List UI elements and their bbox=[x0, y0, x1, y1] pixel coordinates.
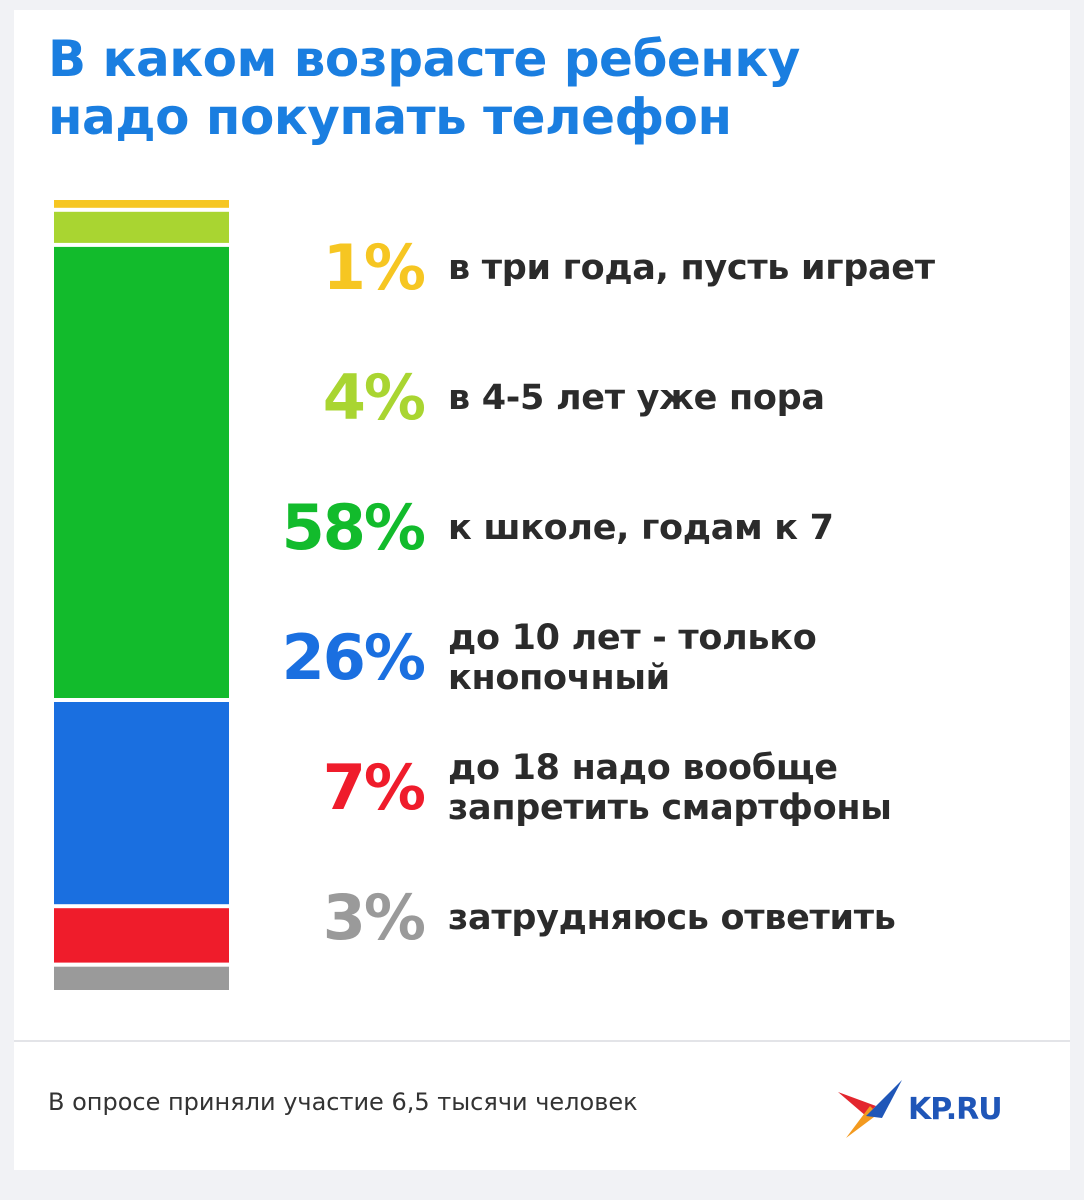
legend-row: 3% затрудняюсь ответить bbox=[244, 886, 1034, 950]
answer-label: до 18 надо вообще запретить смартфоны bbox=[448, 748, 892, 828]
legend-row: 26% до 10 лет - только кнопочный bbox=[244, 618, 1034, 698]
answer-label-line: в три года, пусть играет bbox=[448, 248, 935, 288]
answer-label: в 4-5 лет уже пора bbox=[448, 378, 825, 418]
percent-label: 58% bbox=[281, 491, 426, 564]
bar-segment-4 bbox=[54, 908, 229, 963]
bar-segment-3 bbox=[54, 702, 229, 905]
legend-row: 58% к школе, годам к 7 bbox=[244, 496, 1034, 560]
bar-segment-0 bbox=[54, 200, 229, 208]
title-line-2: надо покупать телефон bbox=[48, 88, 732, 146]
bar-segment-5 bbox=[54, 966, 229, 990]
logo-text: KP.RU bbox=[908, 1092, 1003, 1127]
answer-label-line: запретить смартфоны bbox=[448, 788, 892, 828]
percent-label: 26% bbox=[281, 621, 426, 694]
title-line-1: В каком возрасте ребенку bbox=[48, 30, 800, 88]
answer-label-line: кнопочный bbox=[448, 658, 670, 698]
answer-label-line: до 18 надо вообще bbox=[448, 748, 838, 788]
stacked-bar bbox=[54, 200, 229, 990]
answer-label: к школе, годам к 7 bbox=[448, 508, 834, 548]
bar-segment-1 bbox=[54, 211, 229, 243]
chart-title: В каком возрасте ребенку надо покупать т… bbox=[48, 30, 1028, 146]
percent-label: 4% bbox=[322, 361, 426, 434]
divider bbox=[14, 1040, 1070, 1042]
legend-row: 4% в 4-5 лет уже пора bbox=[244, 366, 1034, 430]
percent-label: 3% bbox=[322, 881, 426, 954]
answer-label-line: к школе, годам к 7 bbox=[448, 508, 834, 548]
percent-label: 1% bbox=[322, 231, 426, 304]
kp-logo[interactable]: KP.RU bbox=[836, 1076, 1036, 1146]
answer-label-line: до 10 лет - только bbox=[448, 618, 817, 658]
answer-label-line: затрудняюсь ответить bbox=[448, 898, 896, 938]
survey-footnote: В опросе приняли участие 6,5 тысячи чело… bbox=[48, 1088, 638, 1116]
answer-label-line: в 4-5 лет уже пора bbox=[448, 378, 825, 418]
kp-bird-icon bbox=[838, 1080, 902, 1138]
legend-row: 1% в три года, пусть играет bbox=[244, 236, 1034, 300]
legend-row: 7% до 18 надо вообще запретить смартфоны bbox=[244, 748, 1034, 828]
percent-label: 7% bbox=[322, 751, 426, 824]
answer-label: до 10 лет - только кнопочный bbox=[448, 618, 817, 698]
infographic-card: В каком возрасте ребенку надо покупать т… bbox=[14, 10, 1070, 1170]
answer-label: затрудняюсь ответить bbox=[448, 898, 896, 938]
answer-label: в три года, пусть играет bbox=[448, 248, 935, 288]
bar-segment-2 bbox=[54, 246, 229, 698]
